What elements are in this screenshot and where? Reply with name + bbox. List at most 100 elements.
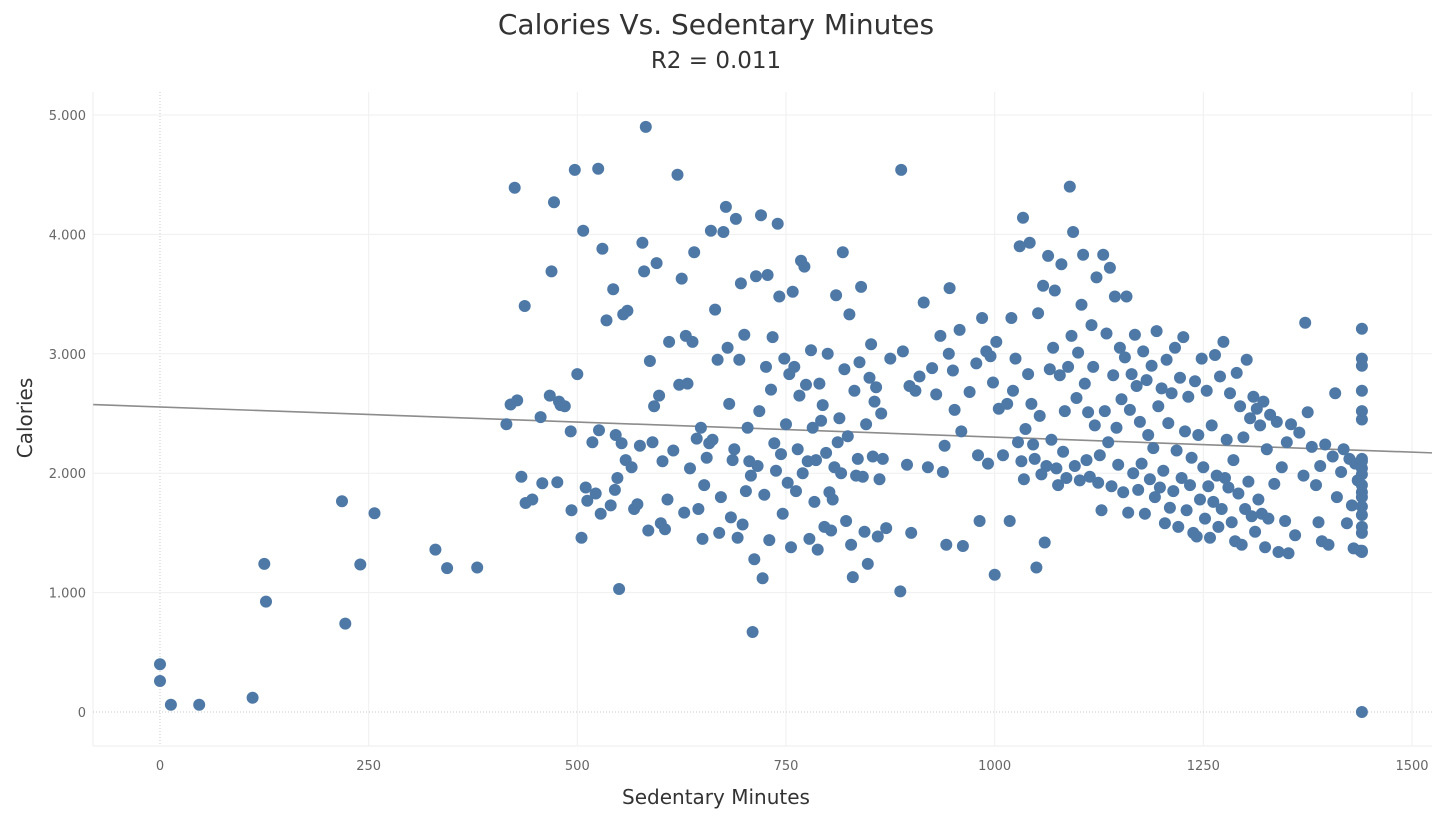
data-point: [853, 356, 866, 369]
data-point: [1282, 547, 1295, 560]
data-point: [471, 561, 484, 574]
data-point: [955, 425, 968, 438]
data-point: [1007, 384, 1019, 397]
data-point: [500, 418, 513, 431]
data-point: [667, 444, 680, 457]
data-point: [1143, 473, 1156, 486]
x-axis-label: Sedentary Minutes: [622, 785, 810, 809]
data-point: [1322, 538, 1335, 551]
data-point: [1118, 351, 1131, 364]
data-point: [1001, 397, 1014, 410]
data-point: [791, 443, 804, 456]
data-point: [1078, 377, 1091, 390]
data-point: [1110, 421, 1123, 434]
data-point: [1013, 240, 1026, 253]
data-point: [803, 532, 816, 545]
data-point: [1337, 443, 1350, 456]
data-point: [1017, 473, 1030, 486]
data-point: [778, 352, 791, 365]
data-point: [621, 304, 634, 317]
data-point: [1314, 460, 1327, 472]
data-point: [551, 476, 564, 489]
data-point: [1289, 529, 1302, 542]
data-point: [1093, 449, 1106, 462]
data-point: [1280, 436, 1293, 449]
data-point: [768, 437, 781, 450]
data-point: [1355, 500, 1368, 513]
data-point: [1012, 436, 1024, 449]
data-point: [1072, 346, 1085, 359]
data-point: [741, 421, 754, 434]
data-point: [786, 285, 799, 298]
data-point: [625, 461, 638, 474]
data-point: [731, 531, 744, 544]
data-point: [1299, 316, 1312, 329]
data-point: [684, 462, 696, 475]
data-point: [565, 504, 578, 517]
data-point: [760, 360, 772, 373]
data-point: [946, 364, 959, 377]
data-point: [1301, 406, 1314, 419]
data-point: [1247, 390, 1260, 403]
data-point: [800, 378, 812, 391]
data-point: [1105, 480, 1118, 493]
data-point: [686, 335, 699, 348]
data-point: [1275, 461, 1288, 474]
data-point: [1125, 368, 1138, 381]
data-point: [973, 515, 986, 527]
data-point: [688, 246, 701, 259]
data-point: [855, 280, 868, 293]
data-point: [1195, 352, 1208, 365]
data-point: [1065, 329, 1078, 342]
data-point: [1092, 476, 1105, 489]
data-point: [515, 470, 528, 483]
data-point: [1167, 485, 1180, 498]
data-point: [706, 433, 719, 446]
data-point: [246, 691, 259, 704]
data-point: [193, 698, 206, 711]
data-point: [917, 296, 930, 309]
data-point: [1030, 561, 1043, 574]
axis-layer: 0 250 500 750 1000 1250 1500 0 1.000 2.000 3.000 4.…: [49, 109, 1429, 774]
data-point: [339, 617, 352, 630]
data-point: [545, 265, 558, 278]
data-point: [724, 511, 737, 524]
data-point: [1067, 226, 1080, 238]
data-point: [738, 328, 751, 341]
data-point: [848, 384, 861, 397]
data-point: [963, 386, 976, 398]
data-point: [1103, 261, 1116, 274]
data-point: [1175, 472, 1188, 484]
data-point: [1088, 419, 1101, 432]
y-tick-label: 2.000: [49, 467, 86, 482]
data-point: [694, 421, 707, 434]
data-point: [518, 300, 531, 312]
data-point: [1150, 325, 1163, 338]
data-point: [1068, 460, 1081, 472]
data-point: [1237, 431, 1250, 444]
data-point: [833, 412, 846, 425]
data-point: [1003, 515, 1016, 527]
data-point: [744, 469, 757, 482]
data-point: [633, 439, 646, 452]
data-point: [1142, 429, 1155, 441]
data-point: [1128, 328, 1141, 341]
data-point: [1259, 541, 1272, 554]
data-point: [1048, 284, 1061, 297]
data-point: [775, 448, 787, 461]
data-point: [734, 277, 747, 290]
data-point: [763, 534, 776, 547]
data-point: [1355, 544, 1368, 557]
data-point: [636, 236, 649, 249]
data-point: [1138, 507, 1151, 520]
data-point: [1190, 530, 1203, 543]
data-point: [750, 270, 762, 283]
data-point: [987, 376, 999, 389]
data-point: [1009, 352, 1022, 365]
data-point: [692, 503, 705, 515]
data-point: [776, 507, 789, 520]
points-layer: [154, 120, 1368, 718]
data-point: [1113, 341, 1126, 354]
data-point: [766, 331, 779, 344]
data-point: [1182, 390, 1195, 403]
